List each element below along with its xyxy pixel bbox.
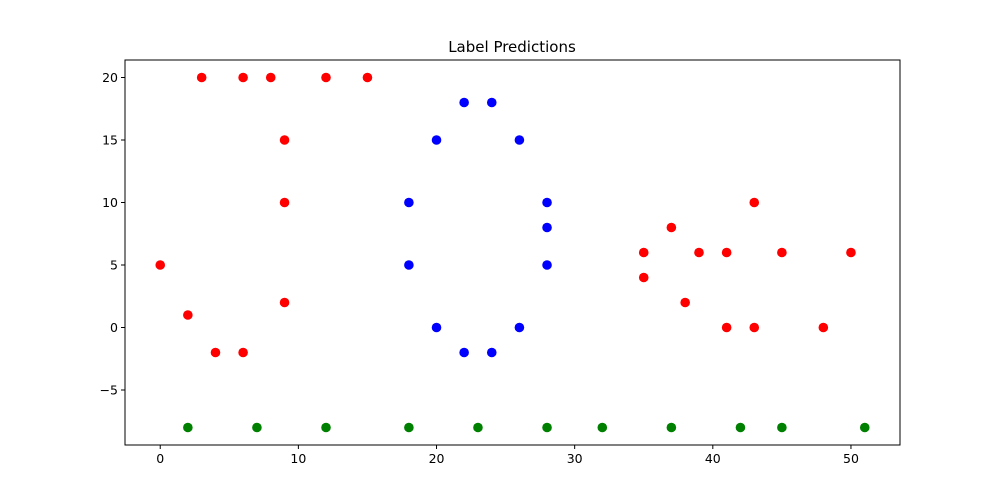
data-point [459, 97, 469, 108]
data-point [459, 347, 469, 358]
points-layer [155, 72, 870, 433]
x-tick-label: 0 [156, 451, 164, 466]
data-point [514, 322, 525, 333]
x-tick-label: 50 [843, 451, 859, 466]
data-point [542, 197, 552, 208]
data-point [431, 135, 442, 145]
data-point [721, 322, 732, 333]
y-tick-label: 15 [102, 133, 118, 148]
data-point [196, 72, 207, 83]
data-point [486, 347, 497, 358]
data-point [431, 322, 442, 333]
data-point [210, 347, 221, 358]
data-point [777, 247, 787, 258]
data-point [666, 422, 677, 433]
y-tick-label: 0 [110, 320, 118, 335]
data-point [514, 135, 525, 145]
y-tick-label: 20 [102, 70, 118, 85]
data-point [279, 297, 290, 308]
x-tick-label: 40 [705, 451, 721, 466]
data-point [183, 310, 193, 320]
data-point [749, 322, 760, 333]
data-point [597, 422, 608, 433]
data-point [486, 97, 497, 108]
data-point [680, 297, 690, 308]
x-tick-label: 20 [429, 451, 445, 466]
data-point [818, 322, 829, 333]
data-point [473, 422, 483, 433]
data-point [321, 422, 331, 433]
data-point [777, 422, 787, 433]
data-point [735, 422, 746, 433]
data-point [183, 422, 193, 433]
data-point [846, 247, 856, 258]
data-point [859, 422, 870, 433]
data-point [321, 72, 331, 83]
data-point [404, 260, 414, 270]
axes-frame [124, 59, 901, 446]
data-point [638, 247, 649, 258]
y-axis: −5 0 5 10 15 20 [100, 70, 125, 398]
data-point [252, 422, 262, 433]
x-axis: 0 10 20 30 40 50 [156, 445, 859, 466]
data-point [279, 135, 290, 145]
data-point [238, 72, 248, 83]
data-point [638, 272, 649, 283]
x-tick-label: 10 [290, 451, 306, 466]
data-point [542, 260, 552, 270]
x-tick-label: 30 [567, 451, 583, 466]
data-point [721, 247, 732, 258]
data-point [694, 247, 704, 258]
y-tick-label: −5 [100, 383, 118, 398]
y-tick-label: 5 [110, 258, 118, 273]
data-point [155, 260, 166, 270]
data-point [542, 422, 552, 433]
data-point [238, 347, 248, 358]
data-point [666, 222, 677, 233]
data-point [542, 222, 552, 233]
data-point [404, 197, 414, 208]
y-tick-label: 10 [102, 195, 118, 210]
data-point [749, 197, 760, 208]
data-point [265, 72, 276, 83]
data-point [404, 422, 414, 433]
data-point [279, 197, 290, 208]
data-point [362, 72, 373, 83]
chart-title: Label Predictions [448, 38, 576, 56]
